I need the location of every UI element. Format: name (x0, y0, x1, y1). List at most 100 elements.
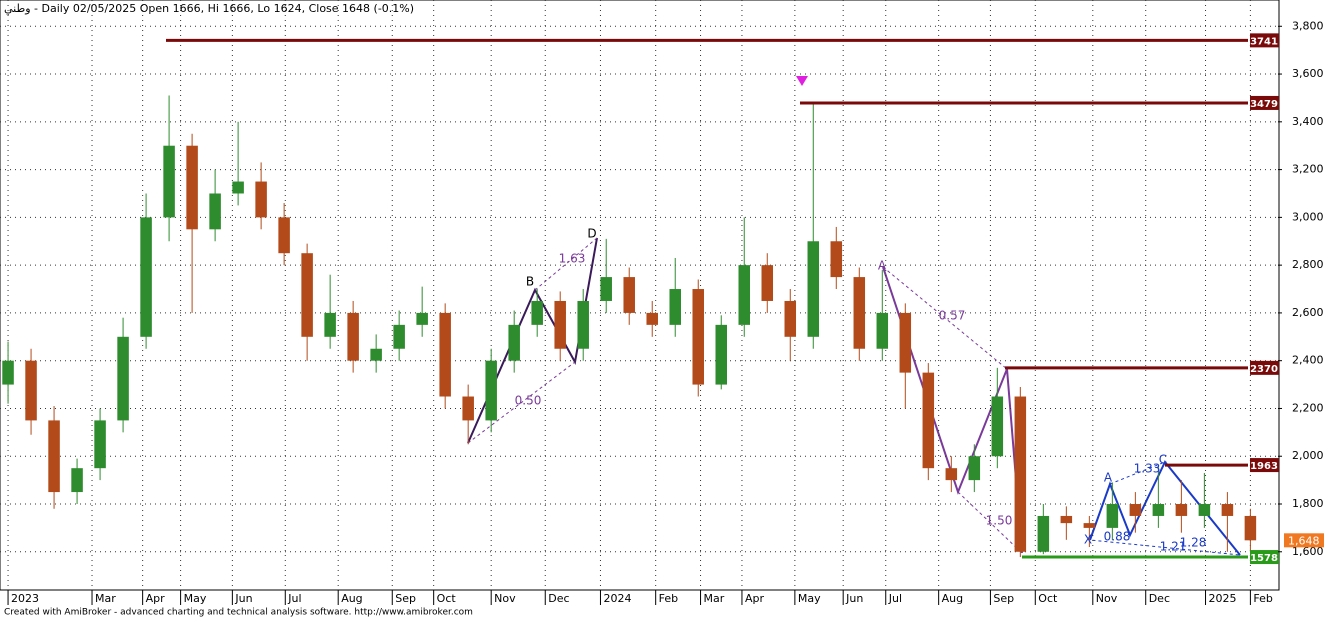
y-tick-label: 3,400 (1292, 115, 1324, 128)
candle-body (301, 253, 313, 337)
x-tick-label: Jul (888, 592, 902, 605)
candle-body (738, 265, 751, 325)
candle-body (554, 300, 566, 349)
level-box (1250, 360, 1279, 375)
annotation: 1.33 (1134, 462, 1161, 476)
candle-body (1244, 515, 1257, 541)
y-tick-label: 2,400 (1292, 354, 1324, 367)
candle-body (577, 300, 589, 349)
ratio-line (957, 491, 1023, 554)
annotation: 0.88 (1104, 530, 1131, 544)
candle-body (807, 241, 820, 337)
candle-body (922, 372, 935, 469)
x-tick-label: May (798, 592, 821, 605)
y-tick-label: 3,800 (1292, 19, 1324, 32)
annotation: B (526, 275, 534, 289)
candle-body (71, 468, 83, 493)
candle-body (853, 277, 866, 349)
candle-body (715, 324, 727, 385)
candle-body (48, 420, 60, 493)
x-tick-label: 2023 (11, 592, 39, 605)
y-tick-label: 3,000 (1292, 210, 1324, 223)
candle-body (324, 312, 336, 337)
y-tick-label: 3,200 (1292, 163, 1324, 176)
x-tick-label: Feb (1253, 592, 1272, 605)
candle-body (163, 145, 175, 218)
candle-body (347, 312, 359, 361)
candle-body (1106, 504, 1119, 528)
y-tick-label: 1,600 (1292, 545, 1324, 558)
y-tick-label: 2,200 (1292, 401, 1324, 414)
candle-body (669, 289, 681, 325)
candle-body (830, 241, 843, 278)
x-tick-label: Jun (845, 592, 863, 605)
x-tick-label: Apr (745, 592, 765, 605)
candle-body (278, 217, 290, 254)
x-tick-label: Apr (146, 592, 166, 605)
x-tick-label: May (184, 592, 207, 605)
x-tick-label: Aug (341, 592, 362, 605)
x-tick-label: Sep (993, 592, 1014, 605)
x-tick-label: Jul (287, 592, 301, 605)
y-tick-label: 1,800 (1292, 497, 1324, 510)
annotation: A (1104, 471, 1113, 485)
candle-body (600, 277, 612, 301)
candle-body (370, 348, 382, 361)
level-box (1250, 550, 1279, 565)
plot (0, 0, 1279, 590)
candle-body (25, 360, 37, 421)
candle-body (393, 324, 405, 349)
level-label: 3741 (1250, 36, 1278, 47)
candle-body (1175, 504, 1188, 516)
candle-body (761, 265, 774, 301)
candle-body (1014, 396, 1027, 552)
candle-body (1198, 504, 1211, 516)
y-tick-label: 2,800 (1292, 258, 1324, 271)
last-price-label: 1,648 (1288, 534, 1320, 547)
level-box (1250, 458, 1279, 473)
level-box (1250, 33, 1279, 48)
annotation: A (878, 259, 887, 273)
annotation: 1.21 (1160, 540, 1187, 554)
candle-body (209, 193, 221, 230)
candle-body (876, 312, 889, 349)
annotation: C (1159, 453, 1167, 467)
candle-body (416, 312, 428, 325)
candle-body (646, 312, 658, 325)
candle-body (2, 360, 14, 385)
x-tick-label: 2024 (603, 592, 631, 605)
marker (796, 76, 808, 86)
x-tick-label: Jun (234, 592, 252, 605)
x-tick-label: Sep (395, 592, 416, 605)
candle-body (462, 396, 474, 421)
candle-body (508, 324, 520, 361)
candle-body (1129, 504, 1142, 516)
x-tick-label: Aug (942, 592, 963, 605)
candle-body (623, 277, 635, 313)
x-tick-label: Dec (1149, 592, 1170, 605)
annotation: D (587, 227, 596, 241)
x-tick-label: Dec (548, 592, 569, 605)
candle-body (784, 300, 797, 337)
candle-body (531, 300, 543, 325)
x-tick-label: Nov (494, 592, 516, 605)
zigzag (882, 266, 1023, 554)
x-tick-label: Mar (95, 592, 116, 605)
candle-body (1060, 515, 1073, 524)
x-tick-label: Feb (659, 592, 678, 605)
candle-body (1037, 515, 1050, 552)
candle-body (991, 396, 1004, 457)
zigzag (1089, 460, 1241, 556)
x-tick-label: Oct (1038, 592, 1058, 605)
candle-body (439, 312, 451, 397)
annotation: 1.50 (986, 514, 1013, 528)
level-label: 1578 (1250, 553, 1278, 564)
candle-body (186, 145, 198, 230)
plot-frame (0, 0, 1280, 591)
y-tick-label: 2,600 (1292, 306, 1324, 319)
candle-body (945, 468, 958, 481)
candle-body (94, 420, 106, 469)
ratio-line (467, 361, 576, 444)
candle-body (968, 456, 981, 481)
